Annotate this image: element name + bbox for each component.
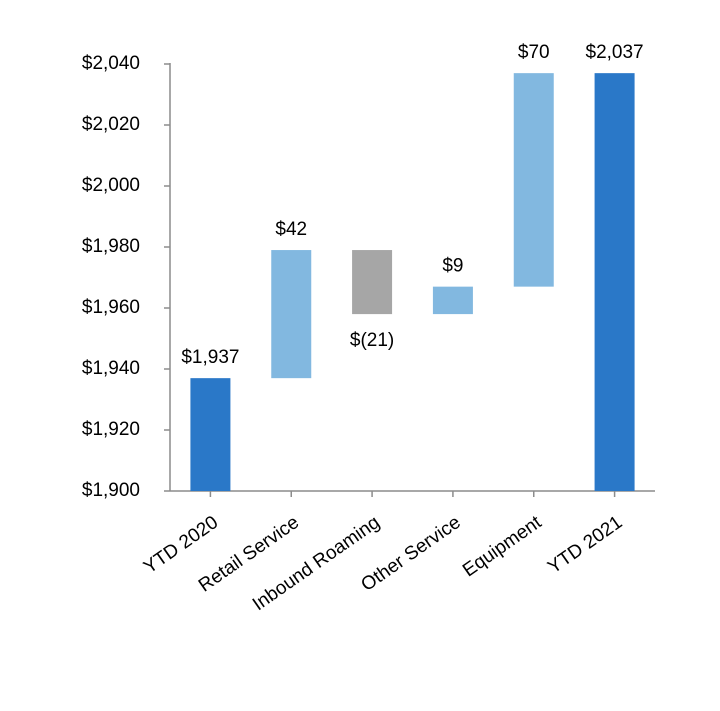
y-tick-label: $1,940 — [82, 358, 140, 379]
bar — [190, 378, 231, 491]
y-tick-label: $1,900 — [82, 480, 140, 501]
value-label: $1,937 — [181, 347, 239, 368]
y-tick-label: $1,980 — [82, 236, 140, 257]
value-label: $42 — [275, 219, 307, 240]
value-label: $70 — [518, 42, 550, 63]
y-tick-label: $1,920 — [82, 419, 140, 440]
x-tick-label: Equipment — [459, 512, 546, 582]
value-label: $2,037 — [586, 42, 644, 63]
bar — [271, 250, 312, 379]
y-tick-label: $2,000 — [82, 175, 140, 196]
y-tick-label: $2,020 — [82, 114, 140, 135]
y-tick-label: $1,960 — [82, 297, 140, 318]
bar — [432, 286, 473, 315]
bar — [352, 250, 393, 315]
x-tick-label: YTD 2021 — [544, 512, 626, 578]
bar — [594, 73, 635, 492]
bar — [513, 73, 554, 287]
y-tick-label: $2,040 — [82, 53, 140, 74]
value-label: $(21) — [350, 330, 394, 351]
value-label: $9 — [442, 256, 463, 277]
